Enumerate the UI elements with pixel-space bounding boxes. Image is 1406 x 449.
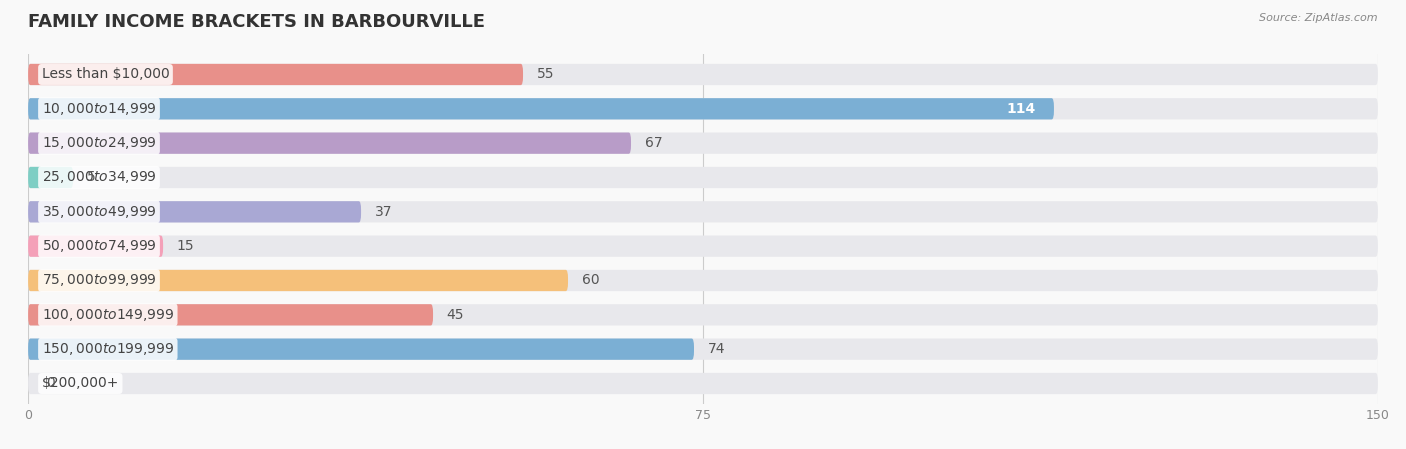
- Text: 45: 45: [447, 308, 464, 322]
- Text: Less than $10,000: Less than $10,000: [42, 67, 169, 81]
- FancyBboxPatch shape: [28, 167, 73, 188]
- Text: 60: 60: [582, 273, 599, 287]
- Text: 37: 37: [374, 205, 392, 219]
- FancyBboxPatch shape: [28, 373, 1378, 394]
- FancyBboxPatch shape: [28, 64, 523, 85]
- FancyBboxPatch shape: [28, 304, 1378, 326]
- FancyBboxPatch shape: [28, 98, 1378, 119]
- Text: 5: 5: [87, 171, 96, 185]
- FancyBboxPatch shape: [28, 98, 1054, 119]
- Text: $35,000 to $49,999: $35,000 to $49,999: [42, 204, 156, 220]
- FancyBboxPatch shape: [28, 339, 695, 360]
- Text: $15,000 to $24,999: $15,000 to $24,999: [42, 135, 156, 151]
- Text: $100,000 to $149,999: $100,000 to $149,999: [42, 307, 174, 323]
- Text: 74: 74: [707, 342, 725, 356]
- FancyBboxPatch shape: [28, 64, 1378, 85]
- Text: 67: 67: [644, 136, 662, 150]
- FancyBboxPatch shape: [28, 236, 1378, 257]
- Text: $25,000 to $34,999: $25,000 to $34,999: [42, 169, 156, 185]
- FancyBboxPatch shape: [28, 201, 361, 222]
- Text: $10,000 to $14,999: $10,000 to $14,999: [42, 101, 156, 117]
- Text: 0: 0: [46, 377, 55, 391]
- Text: FAMILY INCOME BRACKETS IN BARBOURVILLE: FAMILY INCOME BRACKETS IN BARBOURVILLE: [28, 13, 485, 31]
- Text: $150,000 to $199,999: $150,000 to $199,999: [42, 341, 174, 357]
- FancyBboxPatch shape: [28, 132, 631, 154]
- FancyBboxPatch shape: [28, 167, 1378, 188]
- Text: 55: 55: [537, 67, 554, 81]
- Text: $50,000 to $74,999: $50,000 to $74,999: [42, 238, 156, 254]
- FancyBboxPatch shape: [28, 304, 433, 326]
- FancyBboxPatch shape: [28, 270, 568, 291]
- Text: 114: 114: [1007, 102, 1036, 116]
- FancyBboxPatch shape: [28, 270, 1378, 291]
- FancyBboxPatch shape: [28, 201, 1378, 222]
- FancyBboxPatch shape: [28, 236, 163, 257]
- Text: $75,000 to $99,999: $75,000 to $99,999: [42, 273, 156, 289]
- FancyBboxPatch shape: [28, 132, 1378, 154]
- FancyBboxPatch shape: [28, 339, 1378, 360]
- Text: $200,000+: $200,000+: [42, 377, 120, 391]
- Text: Source: ZipAtlas.com: Source: ZipAtlas.com: [1260, 13, 1378, 23]
- Text: 15: 15: [177, 239, 194, 253]
